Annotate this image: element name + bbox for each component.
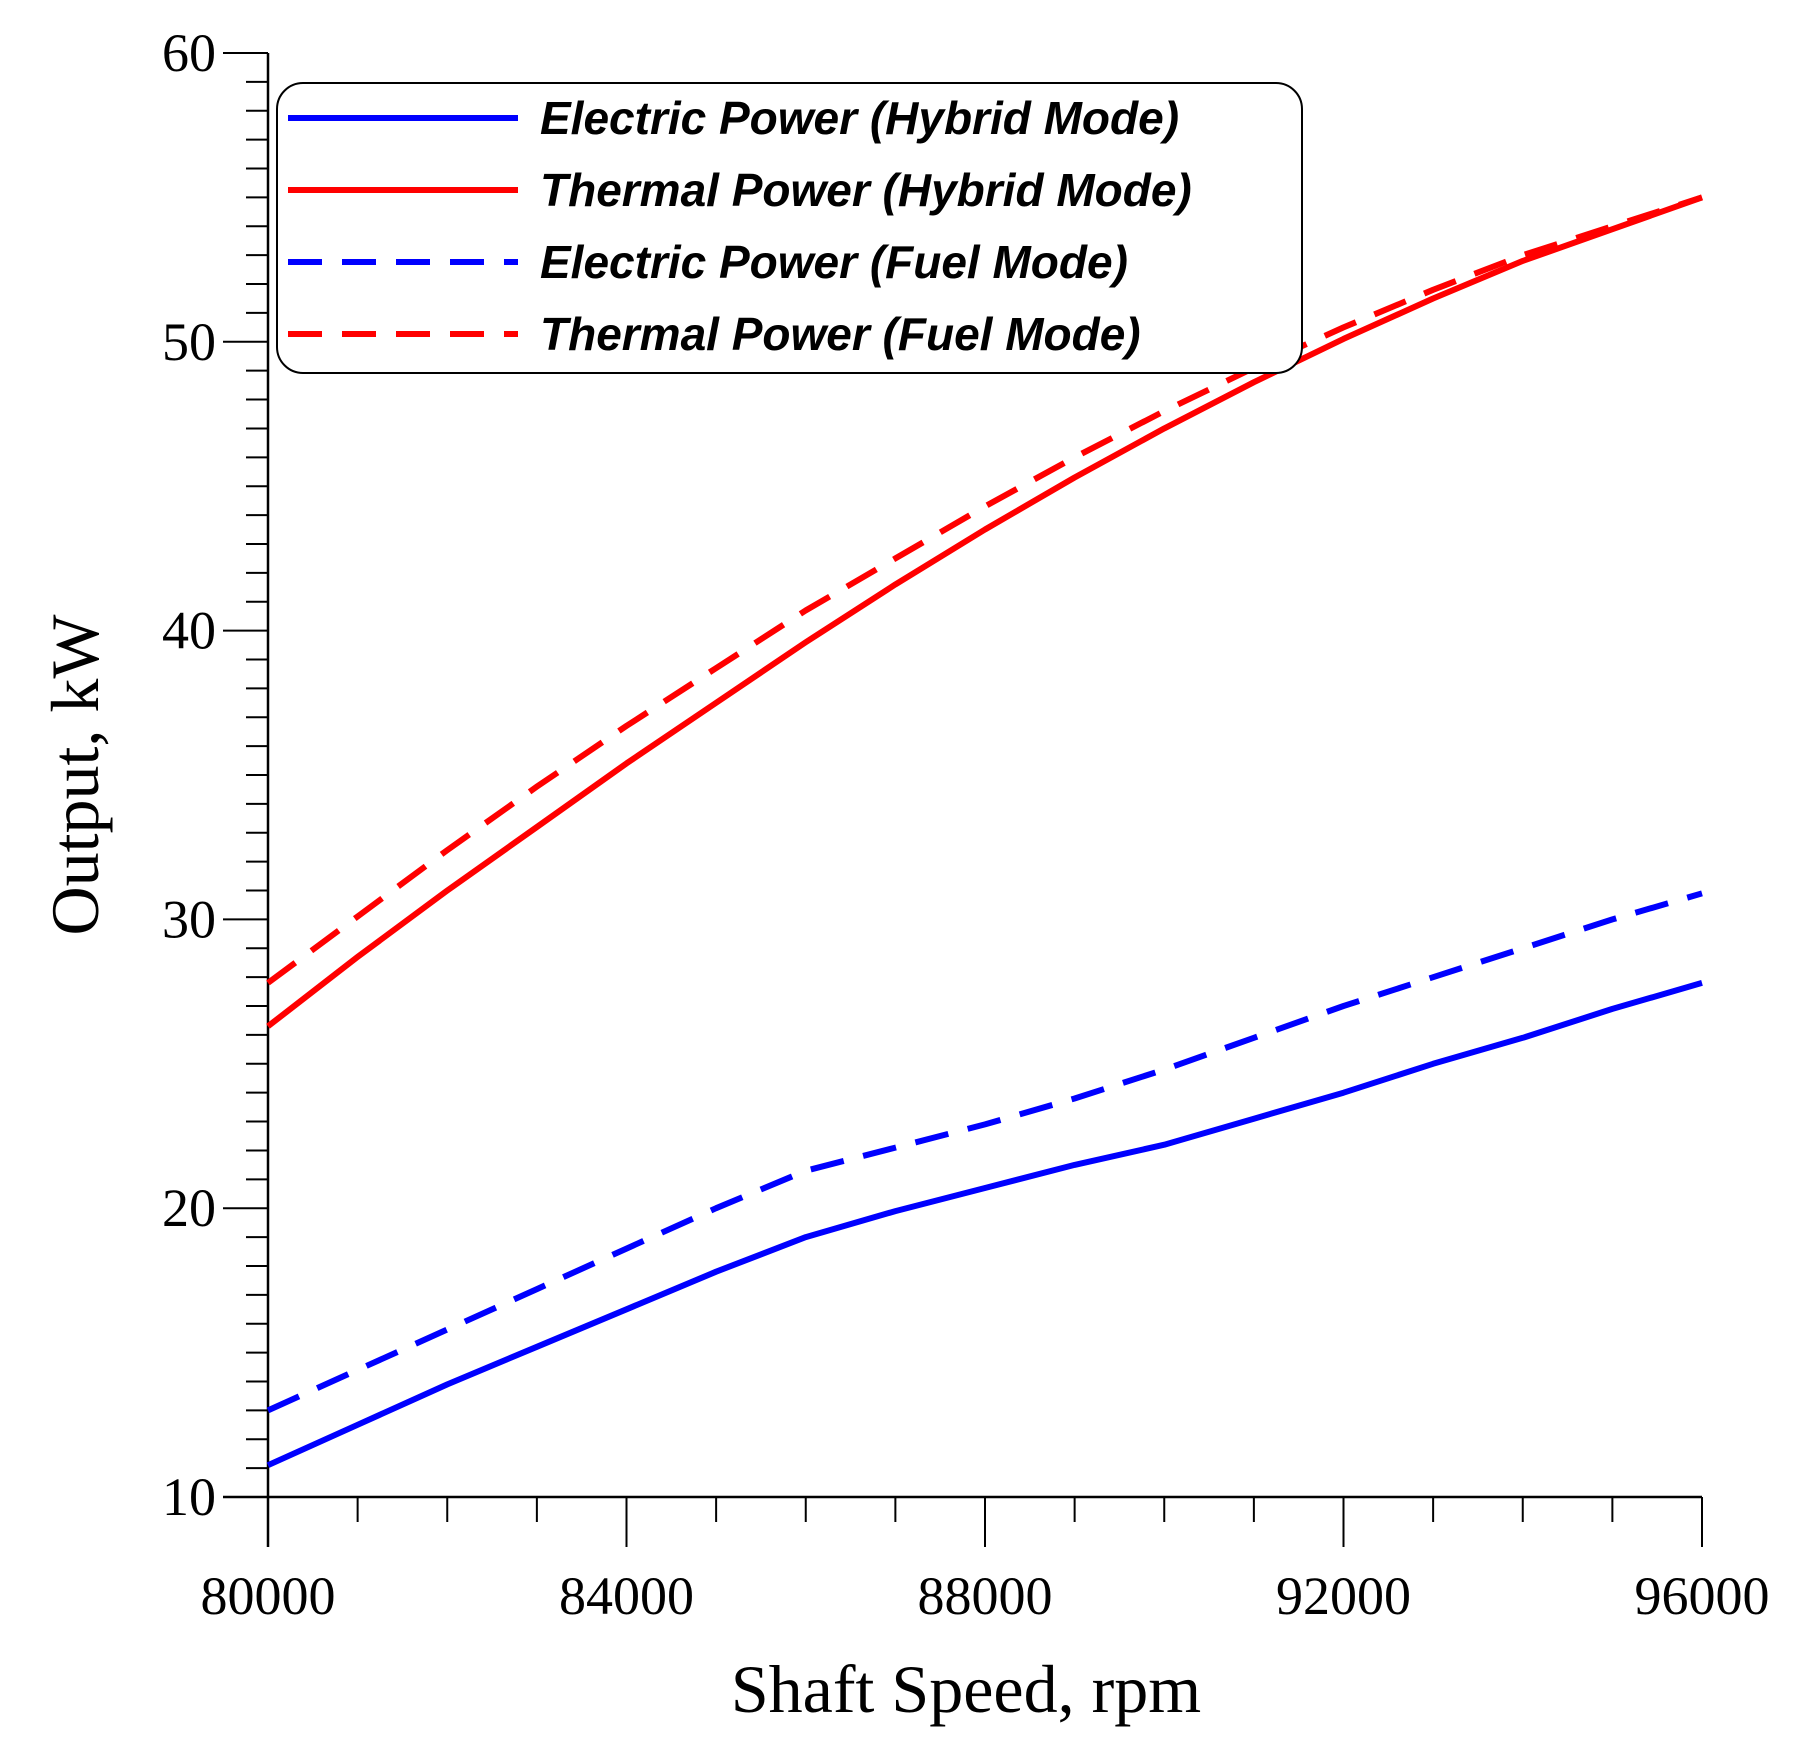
series-line-4 xyxy=(266,194,1703,986)
y-tick-label: 10 xyxy=(162,1467,216,1527)
legend-label-2: Thermal Power (Hybrid Mode) xyxy=(540,164,1192,216)
x-axis-title: Shaft Speed, rpm xyxy=(731,1651,1201,1727)
series-line-3 xyxy=(266,890,1703,1414)
legend: Electric Power (Hybrid Mode) Thermal Powe… xyxy=(276,82,1303,374)
x-tick-label: 80000 xyxy=(201,1566,336,1626)
x-tick-label: 84000 xyxy=(559,1566,694,1626)
x-tick-label: 96000 xyxy=(1635,1566,1770,1626)
y-tick-label: 50 xyxy=(162,312,216,372)
series-line-2 xyxy=(266,194,1704,1029)
axes: 10 20 30 40 50 60 80000 84000 88000 92000 96000 xyxy=(162,23,1770,1626)
legend-label-4: Thermal Power (Fuel Mode) xyxy=(540,308,1141,360)
x-tick-label: 92000 xyxy=(1276,1566,1411,1626)
legend-label-3: Electric Power (Fuel Mode) xyxy=(540,236,1128,288)
y-tick-label: 20 xyxy=(162,1178,216,1238)
series-line-1 xyxy=(266,980,1703,1468)
y-tick-label: 40 xyxy=(162,601,216,661)
x-tick-label: 88000 xyxy=(918,1566,1053,1626)
series-lines xyxy=(266,194,1704,1468)
y-axis-title: Output, kW xyxy=(37,614,113,936)
y-tick-label: 60 xyxy=(162,23,216,83)
y-tick-label: 30 xyxy=(162,889,216,949)
legend-box xyxy=(276,82,1303,374)
legend-label-1: Electric Power (Hybrid Mode) xyxy=(540,92,1179,144)
